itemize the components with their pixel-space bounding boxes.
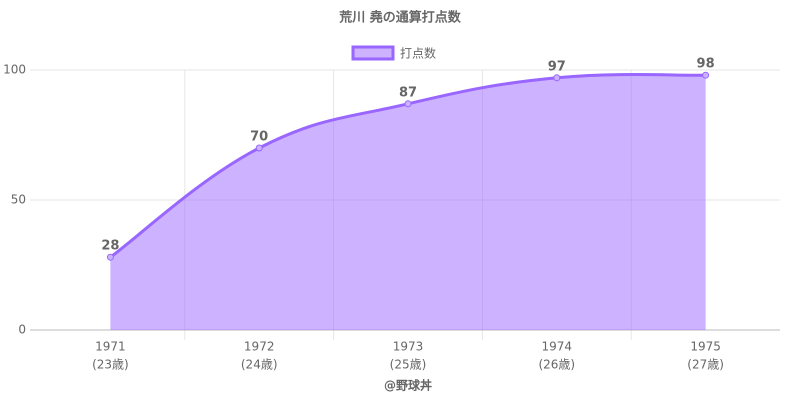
x-tick-label: (24歳) <box>241 358 278 372</box>
x-tick-label: 1974 <box>542 340 573 354</box>
area <box>110 74 706 331</box>
x-tick-label: 1972 <box>244 340 275 354</box>
point <box>404 100 412 108</box>
data-label: 97 <box>548 59 566 74</box>
chart-title: 荒川 堯の通算打点数 <box>338 10 462 26</box>
point <box>106 253 114 261</box>
point <box>702 71 710 79</box>
legend-swatch <box>351 45 395 61</box>
x-tick-label: (25歳) <box>390 358 427 372</box>
y-tick-label: 0 <box>18 323 26 337</box>
x-tick-label: (23歳) <box>92 358 129 372</box>
point <box>255 144 263 152</box>
y-tick-label: 50 <box>11 193 26 207</box>
data-label: 28 <box>101 239 119 254</box>
data-label: 70 <box>250 130 268 145</box>
legend-label: 打点数 <box>400 46 436 61</box>
point <box>553 74 561 82</box>
x-tick-label: (26歳) <box>538 358 575 372</box>
x-tick-label: 1973 <box>393 340 424 354</box>
x-tick-label: 1971 <box>95 340 126 354</box>
data-label: 98 <box>697 57 715 72</box>
x-axis-title: @野球丼 <box>384 378 432 393</box>
y-tick-label: 100 <box>3 63 26 77</box>
data-label: 87 <box>399 85 417 100</box>
x-tick-label: 1975 <box>690 340 721 354</box>
x-tick-label: (27歳) <box>687 358 724 372</box>
